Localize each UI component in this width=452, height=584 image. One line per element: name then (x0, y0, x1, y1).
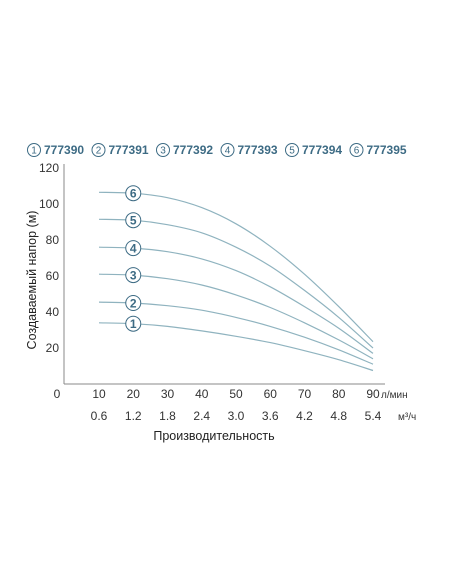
curve-label-4: 4 (125, 240, 142, 257)
legend-badge (156, 143, 170, 157)
curve-badge-number: 1 (130, 317, 137, 331)
x-tick-label-m3h: 0.6 (91, 409, 108, 423)
curve-badge-number: 4 (130, 242, 137, 256)
y-axis-title: Создаваемый напор (м) (25, 211, 39, 350)
x-tick-label-m3h: 1.2 (125, 409, 142, 423)
x-tick-label-lmin: 40 (195, 387, 209, 401)
y-axis: 20 40 60 80 100 120 (39, 161, 65, 384)
x-tick-label-lmin: 80 (332, 387, 346, 401)
legend-badge-number: 3 (160, 146, 166, 157)
legend-badge (91, 143, 106, 157)
curve-label-3: 3 (125, 267, 142, 284)
y-tick-label: 100 (39, 197, 59, 211)
series-line-777392 (98, 273, 374, 360)
curve-badge (125, 267, 142, 284)
y-tick-label: 80 (46, 233, 60, 247)
series-line-777390 (98, 322, 374, 372)
legend-item: 2 777391 (91, 143, 149, 157)
x-tick-label-lmin: 60 (264, 387, 278, 401)
y-tick-label: 120 (39, 161, 59, 175)
series-line-777394 (98, 218, 374, 349)
x-tick-label-m3h: 1.8 (159, 409, 176, 423)
x-unit-m3h: м³/ч (398, 412, 416, 423)
curve-badge-number: 6 (130, 187, 137, 201)
x-tick-label-m3h: 3.0 (228, 409, 245, 423)
curve-label-2: 2 (125, 295, 142, 311)
legend-item: 5 777394 (285, 143, 342, 157)
x-tick-label-lmin: 20 (127, 387, 141, 401)
legend-badge-number: 5 (289, 146, 295, 157)
legend-label: 777391 (109, 143, 149, 157)
x-tick-label-m3h: 3.6 (262, 409, 279, 423)
x-tick-label-lmin: 10 (92, 387, 106, 401)
legend-badge-number: 4 (225, 146, 231, 157)
origin-tick-label: 0 (54, 387, 61, 401)
curve-label-5: 5 (125, 212, 142, 229)
curve-badge (125, 212, 142, 229)
legend-item: 6 777395 (349, 143, 407, 157)
legend-item: 4 777393 (220, 143, 278, 157)
legend-label: 777394 (302, 143, 342, 157)
x-axis-title: Производительность (153, 429, 274, 443)
x-tick-label-m3h: 2.4 (193, 409, 210, 423)
curve-label-1: 1 (125, 315, 142, 332)
x-tick-label-lmin: 50 (229, 387, 243, 401)
legend-label: 777395 (367, 143, 407, 157)
legend-badge-number: 1 (31, 146, 37, 157)
curve-badge (125, 315, 142, 332)
y-tick-label: 20 (46, 341, 60, 355)
x-tick-label-lmin: 70 (298, 387, 312, 401)
curve-badge-number: 2 (130, 297, 137, 311)
curve-badge-number: 3 (130, 269, 137, 283)
legend: 1 777390 2 777391 3 777392 4 777393 5 777394 6 7773… (27, 143, 407, 157)
curve-label-6: 6 (125, 185, 142, 202)
legend-badge (27, 143, 41, 157)
x-unit-lmin: л/мин (381, 390, 408, 401)
x-tick-label-lmin: 90 (366, 387, 380, 401)
series-line-777393 (98, 246, 374, 354)
curve-badge (125, 240, 142, 257)
x-tick-label-m3h: 4.2 (296, 409, 313, 423)
legend-item: 3 777392 (156, 143, 213, 157)
series-line-777395 (98, 191, 374, 343)
x-axis: 0 10 20 30 40 50 60 70 80 90 л/мин 0.6 1.2 1.8 2.4 3.0 3… (54, 383, 416, 423)
curve-badge (125, 295, 142, 311)
curve-labels: 1 2 3 4 5 6 (125, 185, 142, 332)
curve-badge (125, 185, 142, 202)
legend-badge-number: 2 (96, 146, 102, 157)
x-tick-label-lmin: 30 (161, 387, 175, 401)
legend-label: 777392 (173, 143, 213, 157)
x-tick-label-m3h: 4.8 (330, 409, 347, 423)
legend-label: 777393 (238, 143, 278, 157)
y-tick-label: 40 (46, 305, 60, 319)
x-tick-label-m3h: 5.4 (365, 409, 382, 423)
curve-badge-number: 5 (130, 214, 137, 228)
legend-label: 777390 (44, 143, 84, 157)
curves (98, 191, 374, 372)
legend-item: 1 777390 (27, 143, 84, 157)
legend-badge-number: 6 (354, 146, 360, 157)
legend-badge (285, 143, 299, 157)
y-tick-label: 60 (46, 269, 60, 283)
series-line-777391 (98, 301, 374, 365)
legend-badge (220, 143, 235, 157)
legend-badge (349, 143, 364, 157)
